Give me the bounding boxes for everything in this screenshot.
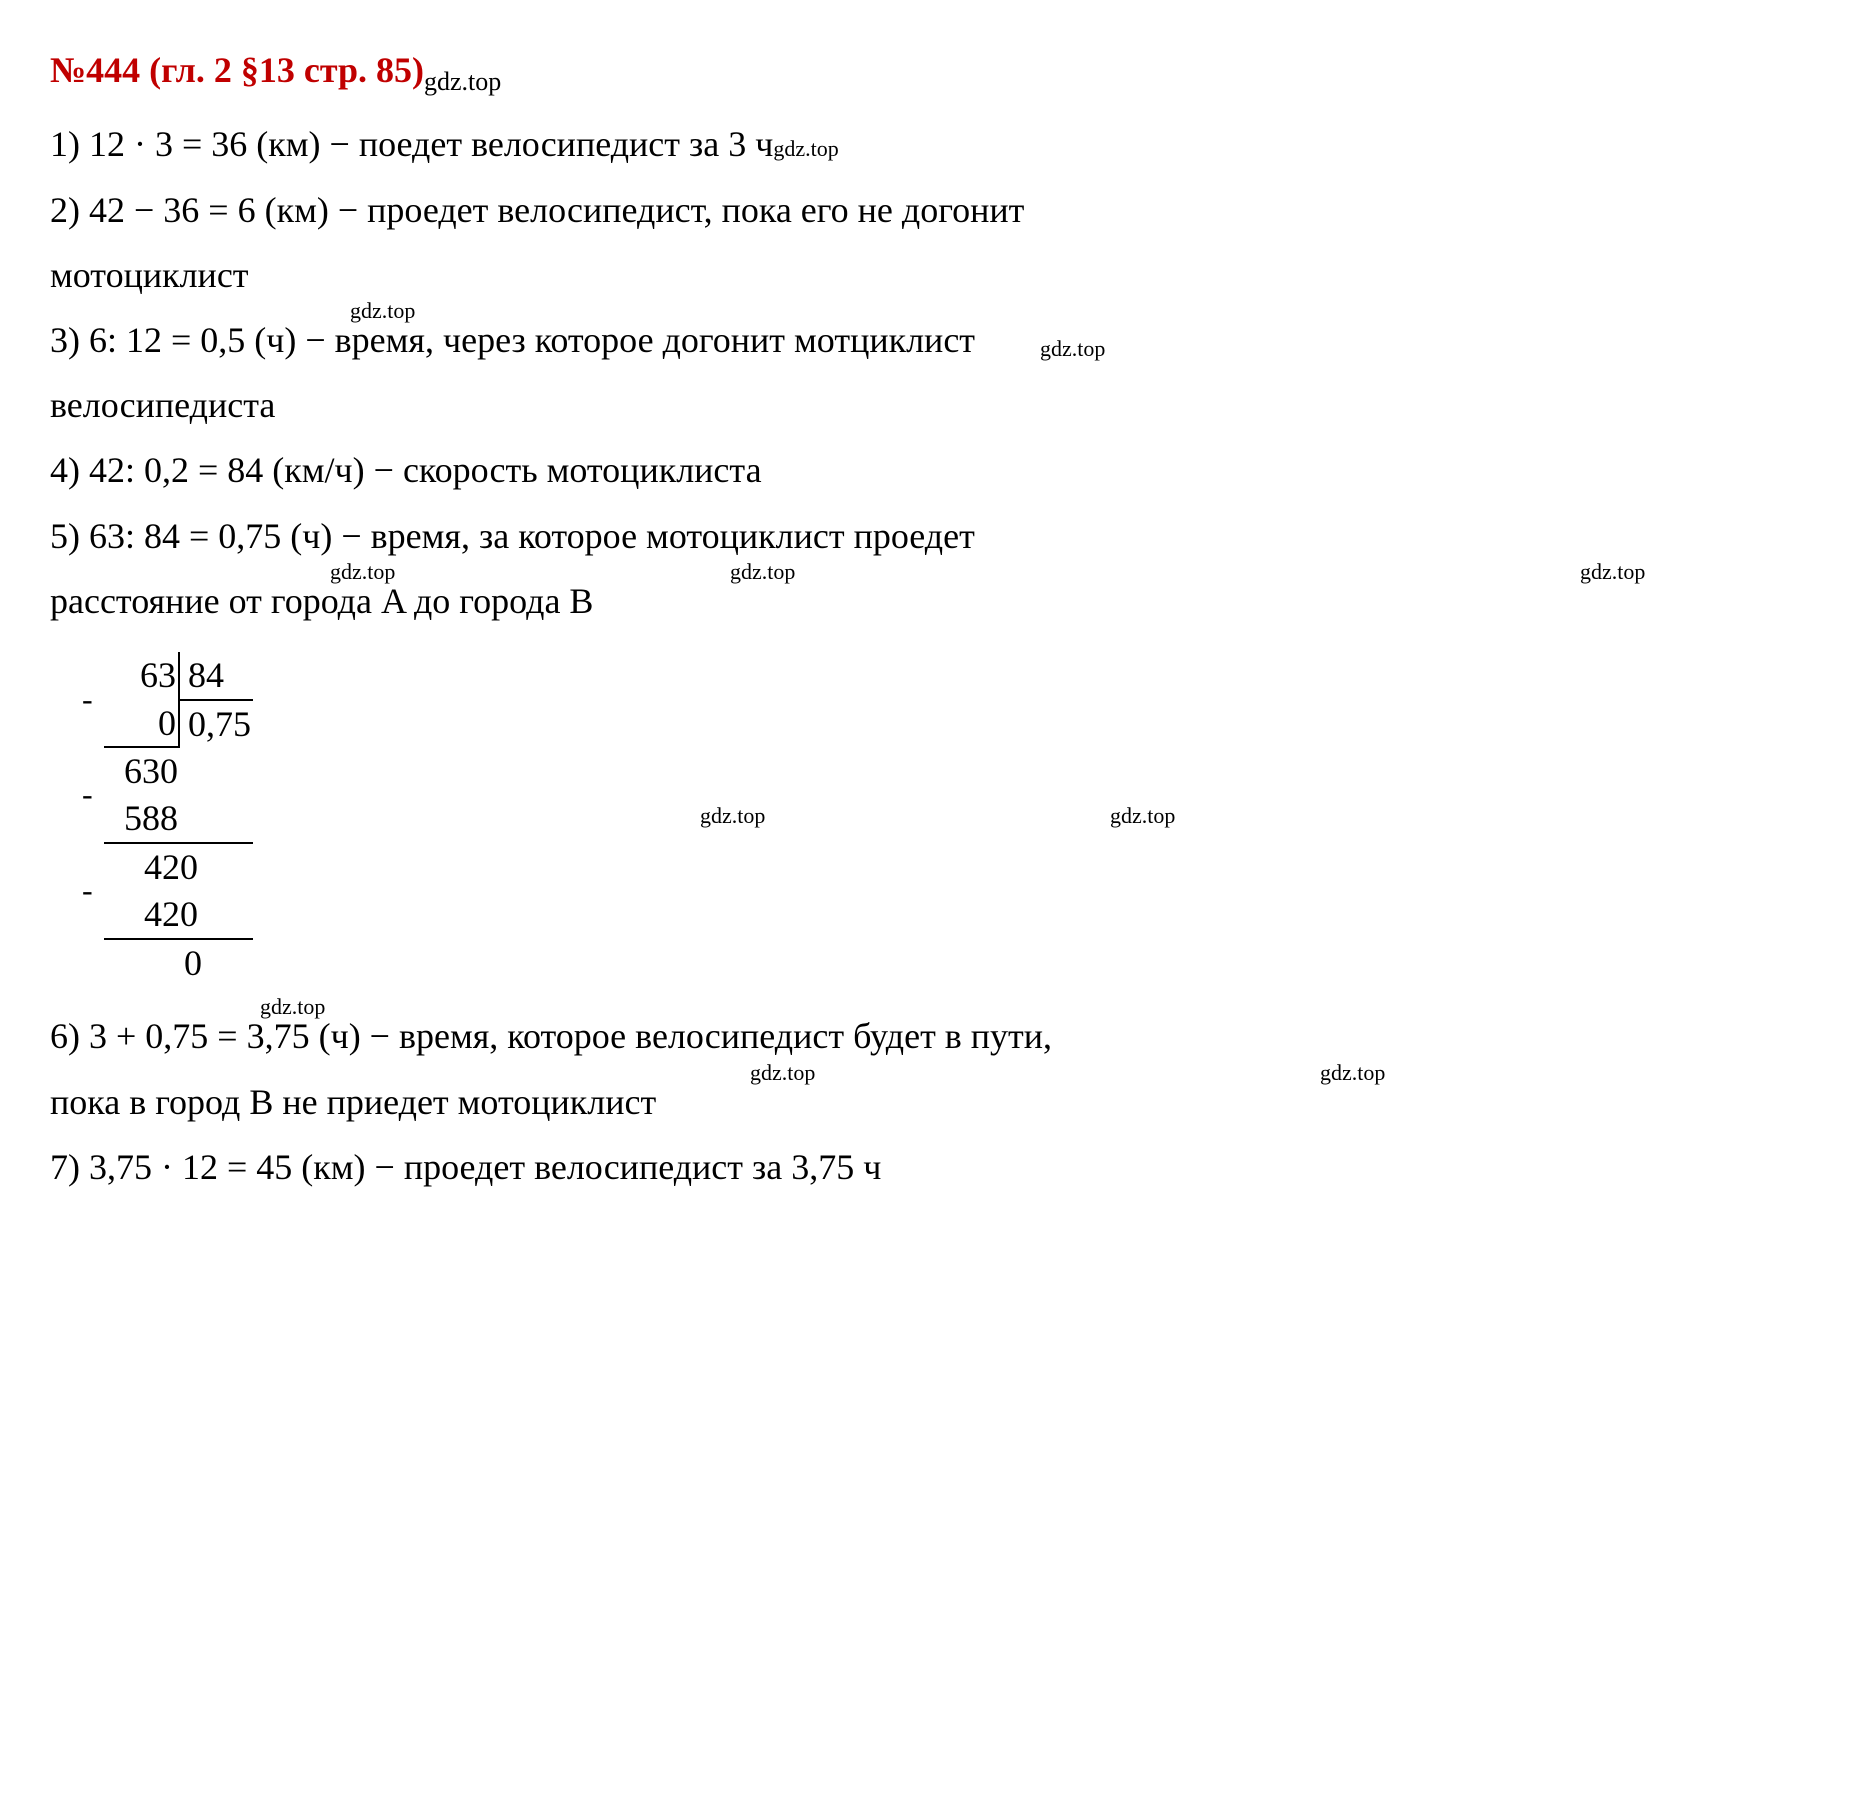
- step-7: 7) 3,75 · 12 = 45 (км) − проедет велосип…: [50, 1137, 1822, 1198]
- watermark: gdz.top: [773, 136, 838, 161]
- watermark: gdz.top: [750, 1054, 815, 1091]
- step-6-text2: пока в город B не приедет мотоциклист: [50, 1082, 656, 1122]
- watermark: gdz.top: [260, 988, 325, 1025]
- step-5-line1: 5) 63: 84 = 0,75 (ч) − время, за которое…: [50, 506, 1822, 567]
- div-r3: 0: [104, 939, 253, 987]
- step-5-line2: gdz.top gdz.top gdz.top расстояние от го…: [50, 571, 1822, 632]
- div-sub1: 0: [104, 700, 179, 748]
- problem-header: №444 (гл. 2 §13 стр. 85)gdz.top: [50, 40, 1822, 104]
- step-2-line1: 2) 42 − 36 = 6 (км) − проедет велосипеди…: [50, 180, 1822, 241]
- watermark: gdz.top: [1040, 330, 1105, 367]
- header-watermark: gdz.top: [424, 67, 501, 96]
- step-6-text: 6) 3 + 0,75 = 3,75 (ч) − время, которое …: [50, 1016, 1052, 1056]
- div-r1: 630: [104, 747, 253, 795]
- div-r2: 420: [104, 843, 253, 891]
- step-6-line1: gdz.top 6) 3 + 0,75 = 3,75 (ч) − время, …: [50, 1006, 1822, 1067]
- step-2-line2: мотоциклист: [50, 245, 1822, 306]
- step-1: 1) 12 · 3 = 36 (км) − поедет велосипедис…: [50, 114, 1822, 175]
- step-3-line2: велосипедиста: [50, 375, 1822, 436]
- division-table: - 63 84 0 0,75 - 630 588 - 420 420 0: [80, 652, 253, 987]
- minus-sign: -: [80, 747, 104, 843]
- watermark: gdz.top: [1320, 1054, 1385, 1091]
- quotient: 0,75: [179, 700, 253, 748]
- watermark: gdz.top: [730, 553, 795, 590]
- minus-sign: -: [80, 843, 104, 939]
- watermark: gdz.top: [700, 802, 765, 831]
- minus-sign: -: [80, 652, 104, 748]
- watermark: gdz.top: [1580, 553, 1645, 590]
- step-6-line2: gdz.top gdz.top пока в город B не приеде…: [50, 1072, 1822, 1133]
- step-1-text: 1) 12 · 3 = 36 (км) − поедет велосипедис…: [50, 124, 773, 164]
- dividend: 63: [104, 652, 179, 700]
- step-4: 4) 42: 0,2 = 84 (км/ч) − скорость мотоци…: [50, 440, 1822, 501]
- step-5-text2: расстояние от города A до города B: [50, 581, 593, 621]
- divisor: 84: [179, 652, 253, 700]
- div-r2sub: 420: [104, 891, 253, 939]
- long-division: gdz.top gdz.top - 63 84 0 0,75 - 630 588…: [80, 652, 1822, 987]
- watermark: gdz.top: [1110, 802, 1175, 831]
- problem-number: №444 (гл. 2 §13 стр. 85): [50, 50, 424, 90]
- watermark: gdz.top: [330, 553, 395, 590]
- step-3-text: 3) 6: 12 = 0,5 (ч) − время, через которо…: [50, 320, 975, 360]
- div-r1sub: 588: [104, 795, 253, 843]
- step-3-line1: gdz.top 3) 6: 12 = 0,5 (ч) − время, чере…: [50, 310, 1822, 371]
- watermark: gdz.top: [350, 292, 415, 329]
